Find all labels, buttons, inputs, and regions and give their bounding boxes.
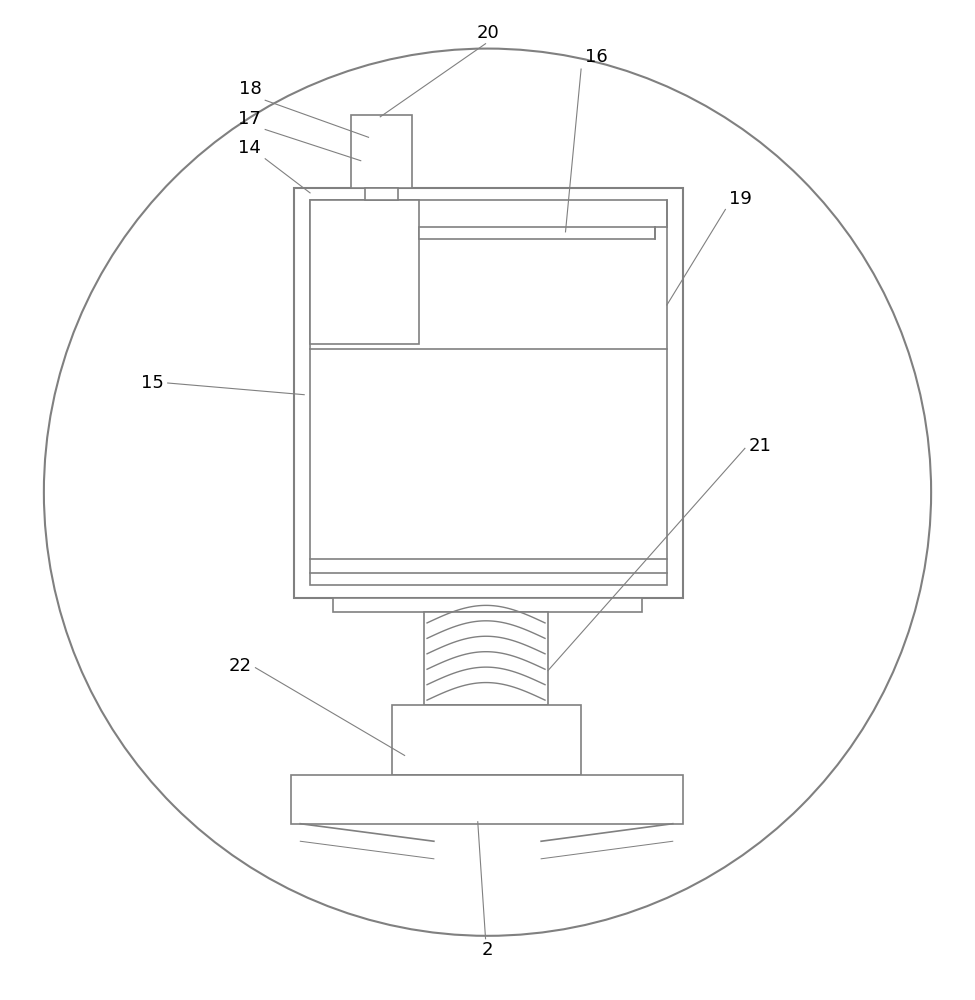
Text: 2: 2 [482, 941, 493, 959]
Circle shape [44, 49, 931, 936]
Text: 16: 16 [585, 48, 607, 66]
Text: 17: 17 [239, 110, 261, 128]
Bar [310, 200, 419, 344]
Text: 21: 21 [749, 437, 771, 455]
Bar [365, 188, 398, 200]
Bar [291, 775, 682, 824]
Bar [351, 115, 412, 188]
Bar [419, 227, 655, 239]
Text: 18: 18 [239, 80, 261, 98]
Text: 20: 20 [476, 24, 499, 42]
Text: 19: 19 [729, 190, 752, 208]
Text: 14: 14 [239, 139, 261, 157]
Bar [333, 598, 642, 612]
Bar [392, 705, 581, 775]
Bar [424, 612, 548, 705]
Bar [294, 188, 682, 598]
Bar [310, 200, 667, 585]
Text: 15: 15 [141, 374, 164, 392]
Text: 22: 22 [228, 657, 252, 675]
